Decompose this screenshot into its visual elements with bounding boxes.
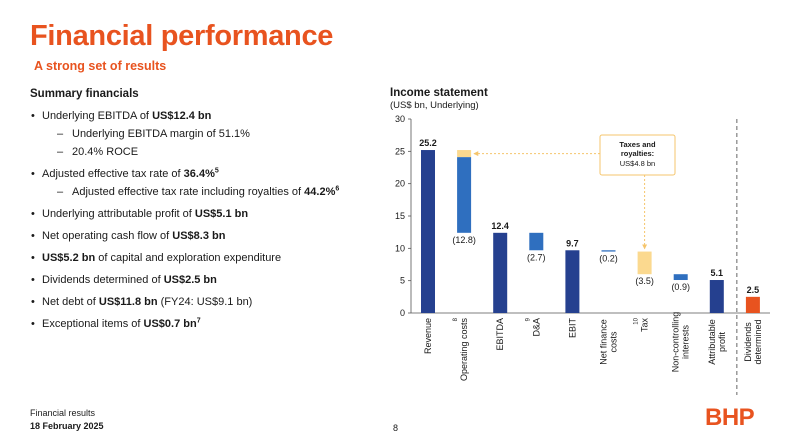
category-label: EBITDA [495,318,505,351]
bhp-logo: BHP [705,404,755,431]
y-tick-label: 10 [395,243,405,253]
category-label: determined [753,319,763,364]
footer-date: 18 February 2025 [30,421,104,431]
summary-bullet: Net debt of US$11.8 bn (FY24: US$9.1 bn) [30,295,390,309]
summary-bullet: Underlying EBITDA of US$12.4 bn Underlyin… [30,109,390,159]
summary-bullet: Underlying attributable profit of US$5.1… [30,207,390,221]
category-footnote: 10 [634,317,640,324]
tax-callout-title: Taxes and [619,140,656,149]
category-label: Attributable [707,319,717,365]
category-footnote: 9 [525,317,531,321]
summary-sub-bullet-pre: Underlying EBITDA margin of 51.1% [72,128,250,140]
bar [493,232,508,313]
summary-bullet-bold: US$5.2 bn [42,252,96,264]
summary-sub-bullet: 20.4% ROCE [42,145,390,159]
summary-bullet-bold: US$12.4 bn [152,110,212,122]
footer-deck-title: Financial results [30,408,96,418]
data-label: 25.2 [419,138,437,148]
summary-bullet-bold: 36.4% [183,168,215,180]
summary-sub-bullet-bold: 44.2% [304,186,336,198]
summary-bullet-sup: 5 [214,167,219,175]
summary-sub-bullet-pre: 20.4% ROCE [72,146,139,158]
bar [709,280,724,313]
category-label: interests [681,324,691,359]
data-label: (12.8) [452,235,476,245]
y-tick-label: 30 [395,114,405,124]
data-label: (0.9) [671,282,690,292]
category-label: Tax [640,318,650,333]
summary-sub-bullet-pre: Adjusted effective tax rate including ro… [72,186,305,198]
tax-callout-title-2: royalties: [621,149,654,158]
data-label: (2.7) [527,252,546,262]
bar [529,232,544,251]
bar [601,250,616,252]
category-label: Net finance [599,319,609,365]
summary-bullet-pre: Underlying EBITDA of [42,110,153,122]
summary-bullet-post: of capital and exploration expenditure [95,252,282,264]
summary-bullet: Adjusted effective tax rate of 36.4%5 Adj… [30,167,390,199]
summary-bullet-pre: Dividends determined of [42,274,164,286]
category-label: costs [609,331,619,353]
page-subtitle: A strong set of results [34,59,167,73]
data-label: 12.4 [491,221,509,231]
y-tick-label: 0 [400,308,405,318]
category-label: profit [717,332,727,353]
summary-sub-bullet: Underlying EBITDA margin of 51.1% [42,127,390,141]
bar-segment [457,157,472,233]
bar [421,150,435,313]
chart-subtitle: (US$ bn, Underlying) [390,100,479,111]
y-tick-label: 15 [395,211,405,221]
data-label: 5.1 [711,268,724,278]
summary-bullet: US$5.2 bn of capital and exploration exp… [30,251,390,265]
summary-bullet-bold: US$11.8 bn [98,296,158,308]
summary-bullet-pre: Net debt of [42,296,99,308]
y-tick-label: 25 [395,146,405,156]
summary-list: Underlying EBITDA of US$12.4 bn Underlyin… [30,109,390,331]
summary-bullet-pre: Adjusted effective tax rate of [42,168,184,180]
summary-bullet-bold: US$2.5 bn [163,274,217,286]
bar [565,250,580,313]
data-label: 9.7 [566,238,579,248]
bar [637,251,652,275]
chart-title: Income statement [390,87,488,99]
bar [673,274,688,281]
y-tick-label: 20 [395,179,405,189]
category-footnote: 8 [453,317,459,321]
summary-sub-bullet-sup: 6 [335,185,340,193]
data-label: 2.5 [747,285,760,295]
bar [745,296,760,313]
tax-callout-value: US$4.8 bn [620,159,655,168]
summary-bullet-pre: Exceptional items of [42,318,144,330]
category-label: Revenue [423,318,433,354]
summary-bullet: Net operating cash flow of US$8.3 bn [30,229,390,243]
page-number: 8 [393,423,399,433]
category-label: D&A [531,318,541,337]
category-label: Operating costs [459,318,469,382]
summary-bullet: Dividends determined of US$2.5 bn [30,273,390,287]
category-label: EBIT [567,318,577,339]
summary-bullet-bold: US$5.1 bn [194,208,249,220]
summary-panel: Summary financials Underlying EBITDA of … [30,88,390,339]
summary-bullet-post: (FY24: US$9.1 bn) [157,296,253,308]
summary-bullet-pre: Underlying attributable profit of [42,208,195,220]
category-label: Dividends [743,322,753,362]
summary-bullet-bold: US$0.7 bn [143,318,197,330]
y-tick-label: 5 [400,276,405,286]
summary-bullet-bold: US$8.3 bn [172,230,226,242]
category-label: Non-controlling [671,312,681,373]
summary-bullet: Exceptional items of US$0.7 bn7 [30,317,390,331]
summary-sub-bullet: Adjusted effective tax rate including ro… [42,185,390,199]
data-label: (3.5) [635,276,654,286]
page-title: Financial performance [30,20,334,52]
data-label: (0.2) [599,254,618,264]
summary-bullet-pre: Net operating cash flow of [42,230,173,242]
summary-bullet-sup: 7 [196,317,201,325]
tax-callout-box [599,134,676,176]
bar-segment [457,150,472,158]
summary-heading: Summary financials [30,88,139,100]
